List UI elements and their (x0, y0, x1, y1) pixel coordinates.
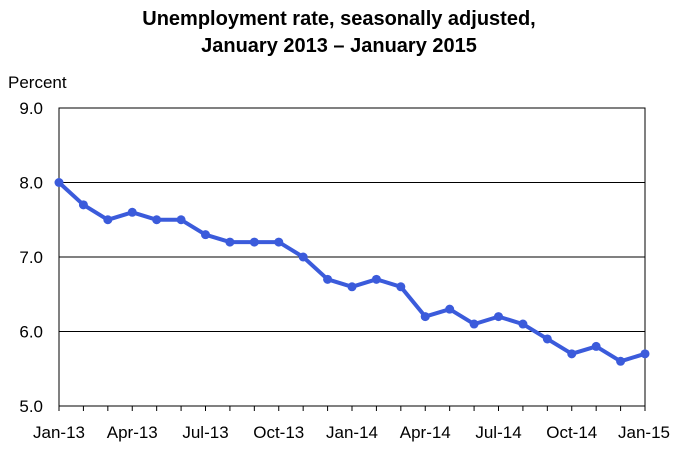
x-tick-label: Jan-15 (618, 423, 670, 442)
data-point (445, 304, 455, 314)
data-point (78, 200, 88, 210)
data-point (274, 237, 284, 247)
x-tick-label: Jul-13 (182, 423, 228, 442)
data-point (494, 312, 503, 322)
data-point (640, 349, 650, 359)
data-point (127, 207, 137, 217)
data-point (396, 282, 406, 292)
data-point (347, 282, 357, 292)
y-axis-ticks: 5.0 6.0 7.0 8.0 9.0 (19, 99, 43, 416)
y-tick-label: 8.0 (19, 174, 43, 193)
data-point (201, 230, 210, 240)
data-point (103, 215, 113, 225)
data-point (298, 252, 308, 262)
data-point (616, 356, 626, 366)
y-tick-label: 9.0 (19, 99, 43, 118)
x-tick-label: Jul-14 (475, 423, 521, 442)
data-point (371, 274, 381, 284)
series-unemployment (54, 178, 650, 366)
data-point (542, 334, 552, 344)
grid-lines (59, 182, 645, 332)
x-axis-ticks: Jan-13 Apr-13 Jul-13 Oct-13 Jan-14 Apr-14 Jul-… (33, 406, 670, 442)
series-line (57, 181, 646, 364)
x-tick-label: Apr-14 (400, 423, 451, 442)
data-point (469, 319, 479, 329)
data-point (323, 274, 333, 284)
data-point (249, 237, 259, 247)
chart-subtitle: January 2013 – January 2015 (201, 35, 477, 57)
x-tick-label: Jan-13 (33, 423, 85, 442)
data-point (518, 319, 528, 329)
data-point (54, 178, 64, 187)
x-tick-label: Apr-13 (107, 423, 158, 442)
data-point (567, 349, 577, 359)
y-axis-label: Percent (8, 73, 67, 92)
data-point (591, 341, 601, 351)
data-point (225, 237, 235, 247)
x-tick-label: Jan-14 (326, 423, 378, 442)
y-tick-label: 6.0 (19, 323, 43, 342)
data-point (152, 215, 162, 225)
data-point (176, 215, 186, 225)
data-point (420, 312, 430, 322)
x-tick-label: Oct-14 (546, 423, 597, 442)
y-tick-label: 5.0 (19, 397, 43, 416)
chart-title: Unemployment rate, seasonally adjusted, (142, 8, 536, 30)
chart-title-block: Unemployment rate, seasonally adjusted, … (0, 6, 680, 60)
y-tick-label: 7.0 (19, 248, 43, 267)
x-tick-label: Oct-13 (253, 423, 304, 442)
